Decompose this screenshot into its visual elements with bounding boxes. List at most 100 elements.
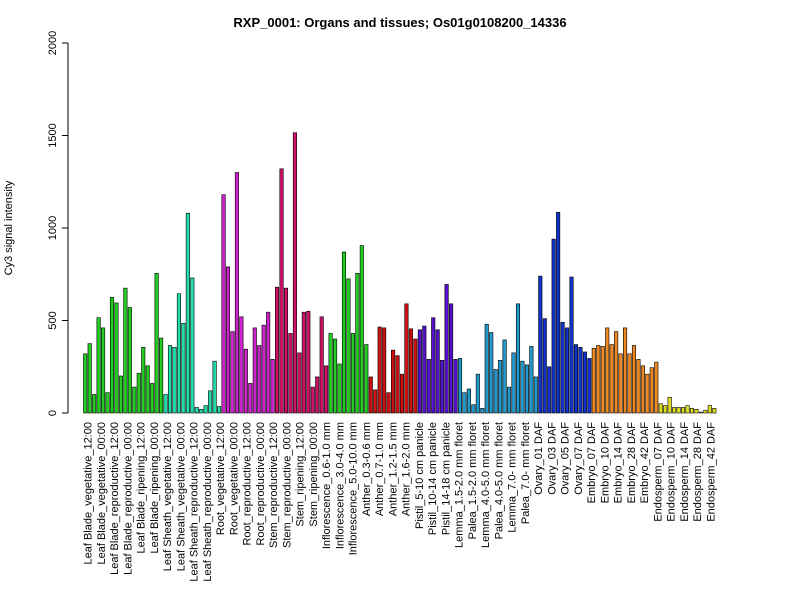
x-category-label: Leaf Blade_reproductive_00:00 xyxy=(122,422,134,575)
bar xyxy=(529,346,534,414)
bar xyxy=(614,331,619,414)
chart-title: RXP_0001: Organs and tissues; Os01g01082… xyxy=(233,15,566,30)
y-tick-label: 1500 xyxy=(47,123,59,147)
bar xyxy=(359,245,364,414)
x-category-label: Ovary_01 DAF xyxy=(533,422,545,495)
x-category-label: Palea_4.0-5.0 mm floret xyxy=(493,422,505,539)
bar xyxy=(163,394,168,414)
x-axis-labels: Leaf Blade_vegetative_12:00 Leaf Blade_ve… xyxy=(83,422,718,582)
x-category-label: Inflorescence_3.0-4.0 mm xyxy=(334,422,346,549)
bar xyxy=(426,359,431,414)
bar xyxy=(324,365,329,414)
x-category-label: Endosperm_07 DAF xyxy=(652,422,664,522)
bar xyxy=(556,211,561,414)
x-category-label: Anther_0.7-1.0 mm xyxy=(374,422,386,516)
x-category-label: Embryo_28 DAF xyxy=(626,422,638,504)
bar xyxy=(489,332,494,414)
bar xyxy=(283,287,289,414)
bar xyxy=(167,345,173,414)
bar xyxy=(141,347,146,414)
bar xyxy=(203,405,208,414)
bar xyxy=(623,327,628,414)
bar xyxy=(515,303,521,414)
x-category-label: Palea_7.0- mm floret xyxy=(520,422,532,524)
bar xyxy=(582,351,587,414)
bar xyxy=(221,194,226,414)
y-tick-label: 1000 xyxy=(47,216,59,240)
bar xyxy=(449,303,454,414)
x-category-label: Root_vegetative_12:00 xyxy=(215,422,227,535)
bar xyxy=(587,358,592,414)
x-category-label: Root_reproductive_12:00 xyxy=(242,422,254,546)
x-category-label: Stem_ripening_00:00 xyxy=(308,422,320,527)
bar xyxy=(685,405,690,414)
bar xyxy=(560,322,565,414)
bar xyxy=(658,403,663,414)
bar xyxy=(364,344,369,414)
x-category-label: Leaf Blade_ripening_12:00 xyxy=(136,422,148,554)
bar xyxy=(395,355,400,414)
x-category-label: Pistil_5-10 cm panicle xyxy=(414,422,426,529)
y-axis-label: Cy3 signal intensity xyxy=(3,180,15,275)
bar xyxy=(341,251,347,414)
bar xyxy=(270,359,275,414)
x-category-label: Pistil_10-14 cm panicle xyxy=(427,422,439,535)
bar xyxy=(257,345,262,414)
bar xyxy=(524,364,529,414)
x-category-label: Endosperm_14 DAF xyxy=(679,422,691,522)
bar xyxy=(234,172,239,414)
bar xyxy=(154,273,159,414)
bar xyxy=(565,327,570,414)
bar xyxy=(292,132,297,414)
bar xyxy=(672,407,677,414)
bar xyxy=(136,372,141,414)
x-category-label: Leaf Sheath_reproductive_12:00 xyxy=(189,422,201,582)
bar xyxy=(368,376,373,414)
x-category-label: Leaf Blade_vegetative_00:00 xyxy=(96,422,108,565)
bar xyxy=(243,348,248,414)
bar xyxy=(578,347,583,414)
x-category-label: Root_vegetative_00:00 xyxy=(228,422,240,535)
bar xyxy=(609,344,614,414)
bar xyxy=(252,327,257,414)
bar xyxy=(493,369,498,414)
bar xyxy=(145,365,150,414)
bar xyxy=(190,277,195,414)
bar xyxy=(444,284,449,414)
bar xyxy=(502,339,507,414)
bar xyxy=(225,266,231,414)
x-category-label: Endosperm_42 DAF xyxy=(706,422,718,522)
bar xyxy=(605,327,610,414)
x-category-label: Endosperm_28 DAF xyxy=(692,422,704,522)
x-category-label: Embryo_14 DAF xyxy=(613,422,625,504)
bar xyxy=(703,409,708,414)
bar xyxy=(101,327,106,414)
bars xyxy=(83,132,717,414)
bar xyxy=(212,360,217,414)
bar xyxy=(698,411,703,414)
bar xyxy=(109,297,115,414)
bar xyxy=(391,349,396,414)
bar xyxy=(618,353,623,414)
bar xyxy=(640,365,645,414)
x-category-label: Lemma_7.0- mm floret xyxy=(507,422,519,533)
bar xyxy=(689,408,695,414)
bar xyxy=(87,343,92,414)
bar xyxy=(185,212,190,414)
bar xyxy=(649,367,654,414)
bar xyxy=(654,361,659,414)
bar xyxy=(440,359,445,414)
bar xyxy=(408,328,413,414)
bar xyxy=(114,302,119,414)
bar xyxy=(319,316,324,414)
x-category-label: Embryo_10 DAF xyxy=(599,422,611,504)
bar xyxy=(159,337,164,414)
bar xyxy=(310,386,315,414)
x-category-label: Leaf Blade_vegetative_12:00 xyxy=(83,422,95,565)
bar xyxy=(707,405,712,414)
bar xyxy=(466,388,471,414)
bar xyxy=(507,386,512,414)
bar xyxy=(118,375,123,414)
